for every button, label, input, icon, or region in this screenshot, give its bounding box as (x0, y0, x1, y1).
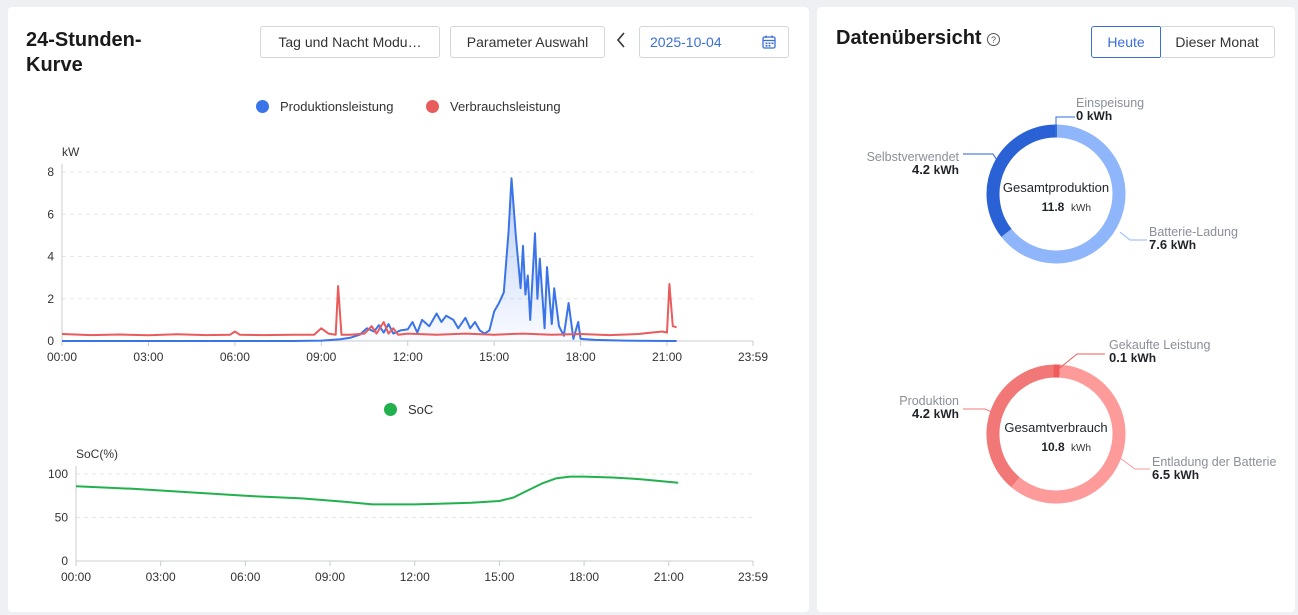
series-line-verbrauchsleistung (61, 283, 677, 337)
x-tick-label: 06:00 (220, 350, 250, 364)
day-night-mode-button[interactable]: Tag und Nacht Modu… (260, 26, 440, 58)
donut-center-value: 10.8 (1041, 440, 1065, 454)
x-tick-label: 03:00 (146, 570, 176, 584)
donut-center-unit: kWh (1071, 443, 1091, 454)
y-tick-label: 6 (47, 207, 54, 221)
y-tick-label: 0 (61, 554, 68, 568)
y-tick-label: 50 (55, 511, 69, 525)
y-tick-label: 2 (47, 292, 54, 306)
power-chart: kW 0 2 4 6 8 00:00 03:00 06:00 09:00 12:00 15:00 18:… (47, 145, 768, 364)
legend-consumption[interactable]: Verbrauchsleistung (426, 99, 561, 114)
callout-value: 0.1 kWh (1109, 350, 1156, 365)
consumption-donut: Gesamtverbrauch 10.8 kWh Gekaufte Leistung0… (899, 338, 1276, 504)
x-tick-label: 21:00 (654, 570, 684, 584)
callout-line (1119, 457, 1150, 470)
callout-value: 6.5 kWh (1152, 467, 1199, 482)
callout-value: 4.2 kWh (912, 406, 959, 421)
legend-dot (426, 100, 439, 113)
tab-this-month[interactable]: Dieser Monat (1160, 26, 1275, 58)
x-tick-label: 03:00 (133, 350, 163, 364)
donut-segment (1001, 124, 1126, 264)
legend-label: SoC (408, 402, 434, 417)
callout-value: 0 kWh (1076, 108, 1112, 123)
donut-segment (986, 124, 1057, 237)
x-tick-label: 15:00 (484, 570, 514, 584)
donut-segment (986, 364, 1057, 488)
x-tick-label: 18:00 (569, 570, 599, 584)
callout-label: Entladung der Batterie (1152, 455, 1276, 469)
y-tick-label: 100 (48, 467, 68, 481)
donut-segment (1011, 364, 1126, 504)
series-area-produktionsleistung (62, 178, 677, 341)
soc-chart: SoC(%) 0 50 100 00:00 03:00 06:00 09:00 12:00 15:… (48, 447, 768, 584)
panel-title: 24-Stunden- Kurve (26, 28, 142, 78)
callout-value: 7.6 kWh (1149, 237, 1196, 252)
y-tick-label: 0 (47, 334, 54, 348)
callout-line (963, 153, 1001, 166)
title-line-2: Kurve (26, 54, 83, 76)
y-axis-label: kW (62, 145, 80, 159)
legend-label: Verbrauchsleistung (450, 99, 561, 114)
x-tick-label: 00:00 (61, 570, 91, 584)
question-circle-icon[interactable]: ? (987, 33, 1000, 46)
x-tick-label: 23:59 (738, 350, 768, 364)
title-line-1: 24-Stunden- (26, 29, 142, 51)
donut-center-label: Gesamtproduktion (1003, 180, 1109, 195)
callout-label: Gekaufte Leistung (1109, 338, 1211, 352)
data-overview-panel: Datenübersicht ? Heute Dieser Monat Gesa… (817, 7, 1295, 612)
legend-label: Produktionsleistung (280, 99, 394, 114)
x-tick-label: 09:00 (315, 570, 345, 584)
callout-label: Produktion (899, 394, 959, 408)
x-tick-label: 23:59 (738, 570, 768, 584)
y-axis-label: SoC(%) (76, 447, 118, 461)
series-line-soc (75, 475, 679, 506)
legend-soc[interactable]: SoC (384, 402, 433, 417)
callout-line (1055, 116, 1075, 131)
callout-label: Einspeisung (1076, 96, 1144, 110)
callout-line (963, 408, 995, 414)
x-tick-label: 00:00 (47, 350, 77, 364)
callout-line (1119, 231, 1147, 241)
x-tick-label: 21:00 (652, 350, 682, 364)
x-tick-label: 15:00 (479, 350, 509, 364)
x-tick-label: 18:00 (566, 350, 596, 364)
callout-label: Selbstverwendet (867, 150, 960, 164)
callout-line (1055, 353, 1105, 372)
legend-dot (256, 100, 269, 113)
legend-production[interactable]: Produktionsleistung (256, 99, 393, 114)
donut-center-value: 11.8 (1042, 200, 1065, 214)
x-tick-label: 12:00 (393, 350, 423, 364)
chevron-left-icon[interactable] (615, 31, 627, 54)
series-line-produktionsleistung (62, 177, 677, 342)
x-tick-label: 09:00 (306, 350, 336, 364)
donut-center-unit: kWh (1071, 203, 1091, 214)
parameter-select-button[interactable]: Parameter Auswahl (450, 26, 605, 58)
callout-label: Batterie-Ladung (1149, 225, 1238, 239)
y-tick-label: 8 (47, 165, 54, 179)
date-picker[interactable]: 2025-10-04 (639, 26, 789, 58)
date-value: 2025-10-04 (650, 34, 722, 50)
calendar-icon[interactable] (762, 35, 776, 52)
tab-today[interactable]: Heute (1091, 26, 1161, 58)
donut-center-label: Gesamtverbrauch (1004, 420, 1107, 435)
overview-title: Datenübersicht (836, 27, 982, 49)
x-tick-label: 12:00 (400, 570, 430, 584)
y-tick-label: 4 (47, 250, 54, 264)
legend-dot (384, 403, 397, 416)
callout-value: 4.2 kWh (912, 162, 959, 177)
curve-panel: 24-Stunden- Kurve Tag und Nacht Modu… Pa… (8, 7, 809, 612)
x-tick-label: 06:00 (230, 570, 260, 584)
